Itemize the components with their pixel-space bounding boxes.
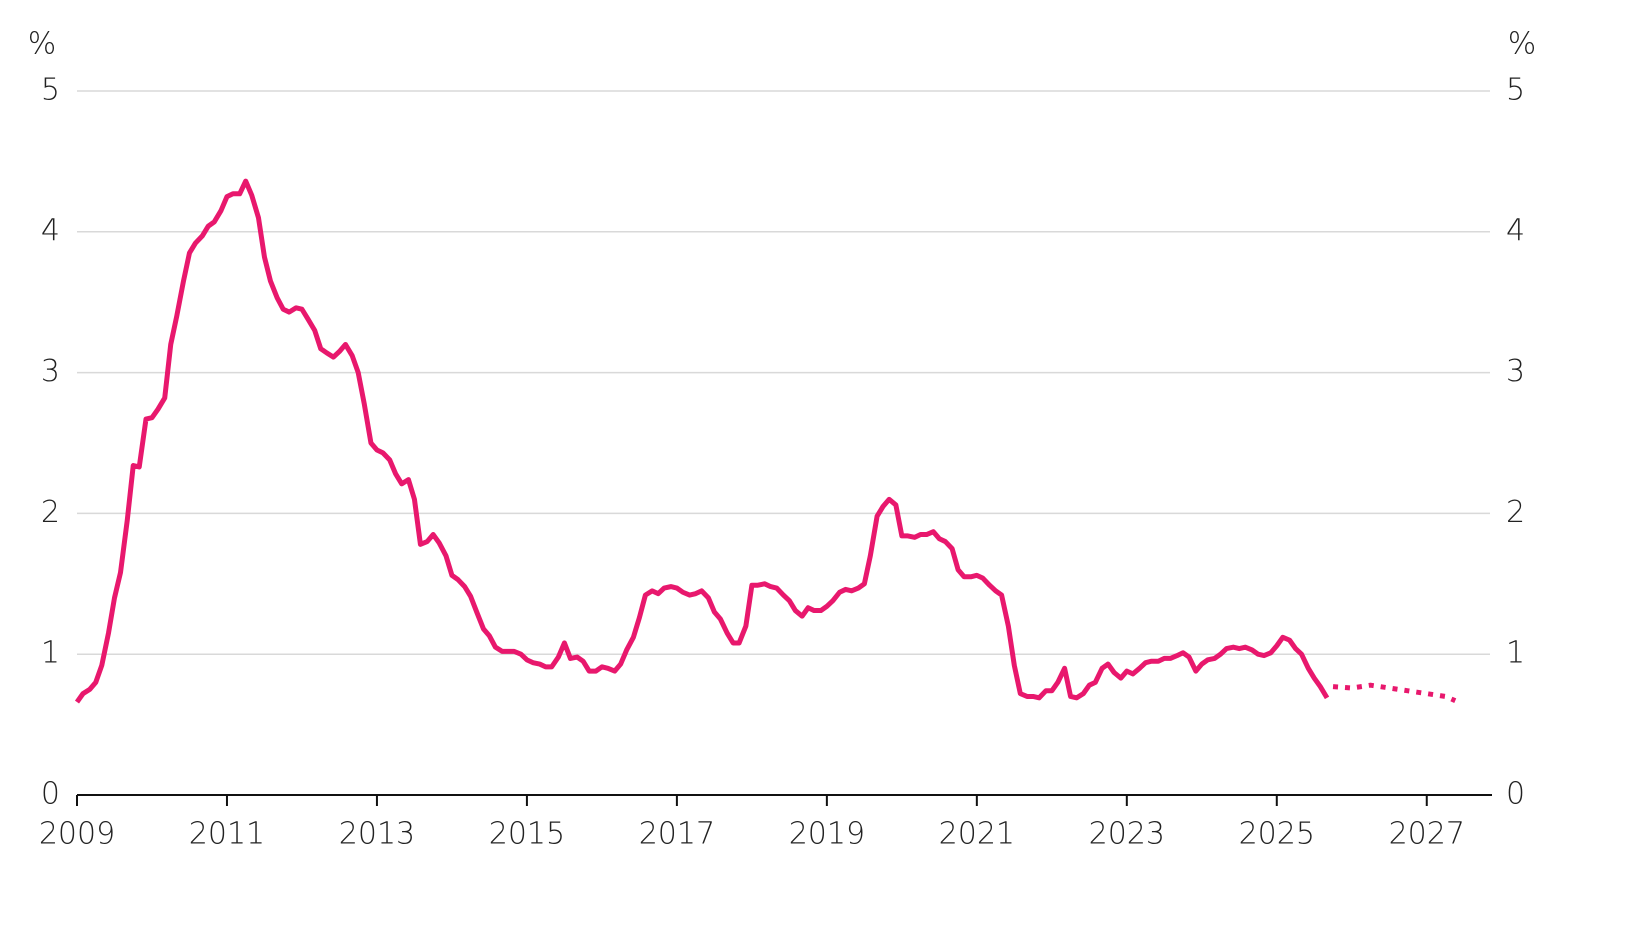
x-tick-label: 2011 — [189, 817, 265, 852]
y2-tick-label: 2 — [1506, 495, 1525, 530]
y2-axis-unit: % — [1508, 27, 1537, 62]
x-tick-label: 2021 — [939, 817, 1015, 852]
x-tick-label: 2023 — [1089, 817, 1165, 852]
x-tick-label: 2027 — [1389, 817, 1465, 852]
y2-tick-label: 5 — [1506, 73, 1525, 108]
series-line — [1332, 682, 1457, 703]
y2-tick-label: 1 — [1506, 636, 1525, 671]
x-tick-label: 2015 — [489, 817, 565, 852]
y2-tick-label: 3 — [1506, 354, 1525, 389]
x-tick-label: 2017 — [639, 817, 715, 852]
y-tick-label: 5 — [41, 73, 60, 108]
series-line — [74, 178, 1330, 704]
x-tick-label: 2009 — [39, 817, 115, 852]
y2-tick-label: 0 — [1506, 777, 1525, 812]
y-tick-label: 1 — [41, 636, 60, 671]
x-tick-label: 2019 — [789, 817, 865, 852]
y-tick-label: 3 — [41, 354, 60, 389]
x-tick-label: 2013 — [339, 817, 415, 852]
y-tick-label: 2 — [41, 495, 60, 530]
x-tick-label: 2025 — [1239, 817, 1315, 852]
y-axis-unit: % — [28, 27, 57, 62]
y-tick-label: 0 — [41, 777, 60, 812]
y2-tick-label: 4 — [1506, 213, 1525, 248]
y-tick-label: 4 — [41, 213, 60, 248]
